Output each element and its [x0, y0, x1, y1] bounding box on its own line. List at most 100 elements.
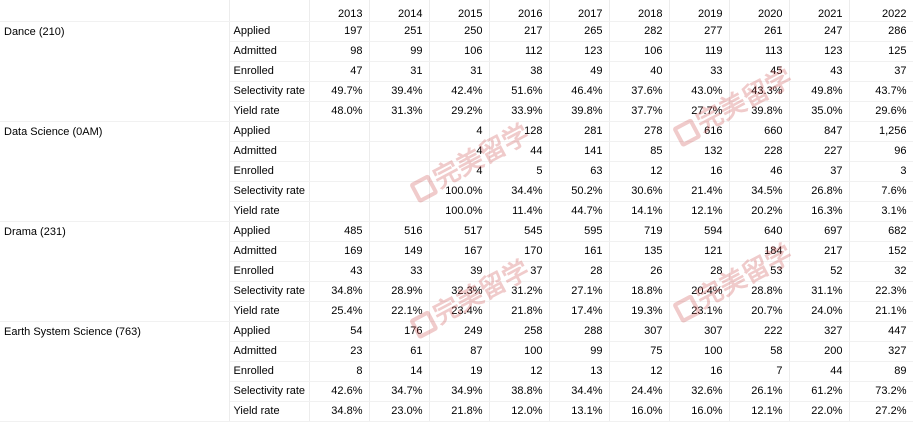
value-cell: 125	[849, 41, 913, 62]
value-cell: 4	[429, 141, 490, 162]
value-cell: 20.7%	[729, 301, 790, 322]
value-cell: 660	[729, 120, 790, 142]
table-row: Selectivity rate 42.6% 34.7% 34.9% 38.8% 34.4…	[0, 381, 913, 402]
value-cell: 61.2%	[789, 381, 850, 402]
value-cell: 46.4%	[549, 81, 610, 102]
value-cell: 28.9%	[369, 281, 430, 302]
year-header: 2017	[549, 0, 610, 22]
value-cell: 31.1%	[789, 281, 850, 302]
value-cell: 184	[729, 241, 790, 262]
value-cell: 33	[669, 61, 730, 82]
value-cell: 119	[669, 41, 730, 62]
value-cell: 3	[849, 161, 913, 182]
table-row: Data Science (0AM) Applied 4 128 281 278 616 66…	[0, 120, 913, 222]
value-cell: 52	[789, 261, 850, 282]
value-cell: 222	[729, 320, 790, 342]
value-cell: 4	[429, 161, 490, 182]
metric-label: Enrolled	[229, 61, 310, 82]
value-cell: 34.7%	[369, 381, 430, 402]
table-row: Admitted 169 149 167 170 161 135 121 184 217 152	[0, 241, 913, 262]
value-cell: 16	[669, 161, 730, 182]
value-cell: 29.6%	[849, 101, 913, 122]
table-row: Enrolled 4 5 63 12 16 46 37 3	[0, 161, 913, 182]
value-cell: 43.0%	[669, 81, 730, 102]
value-cell: 640	[729, 220, 790, 242]
value-cell: 24.0%	[789, 301, 850, 322]
value-cell: 121	[669, 241, 730, 262]
value-cell: 49.7%	[309, 81, 370, 102]
value-cell: 100	[489, 341, 550, 362]
program-name: Dance (210)	[0, 20, 230, 122]
value-cell: 13	[549, 361, 610, 382]
table-row: Admitted 23 61 87 100 99 75 100 58 200 327	[0, 341, 913, 362]
year-header: 2015	[429, 0, 490, 22]
value-cell: 106	[609, 41, 670, 62]
year-header: 2014	[369, 0, 430, 22]
value-cell: 307	[669, 320, 730, 342]
metric-label: Selectivity rate	[229, 81, 310, 102]
value-cell: 113	[729, 41, 790, 62]
value-cell: 100	[669, 341, 730, 362]
value-cell: 12.1%	[729, 401, 790, 422]
metric-label: Applied	[229, 120, 310, 142]
value-cell: 128	[489, 120, 550, 142]
value-cell: 21.4%	[669, 181, 730, 202]
value-cell: 277	[669, 20, 730, 42]
value-cell: 176	[369, 320, 430, 342]
value-cell: 37	[789, 161, 850, 182]
year-header: 2018	[609, 0, 670, 22]
value-cell: 228	[729, 141, 790, 162]
value-cell: 34.4%	[489, 181, 550, 202]
year-header: 2013	[309, 0, 370, 22]
value-cell: 98	[309, 41, 370, 62]
year-header: 2022	[849, 0, 913, 22]
value-cell: 28.8%	[729, 281, 790, 302]
value-cell: 30.6%	[609, 181, 670, 202]
value-cell: 1,256	[849, 120, 913, 142]
value-cell: 517	[429, 220, 490, 242]
value-cell: 265	[549, 20, 610, 42]
value-cell: 50.2%	[549, 181, 610, 202]
value-cell: 26	[609, 261, 670, 282]
value-cell: 39.4%	[369, 81, 430, 102]
value-cell: 141	[549, 141, 610, 162]
value-cell: 49.8%	[789, 81, 850, 102]
value-cell: 258	[489, 320, 550, 342]
table-row: Admitted 98 99 106 112 123 106 119 113 123 125	[0, 41, 913, 62]
value-cell: 100.0%	[429, 201, 490, 222]
value-cell: 32.6%	[669, 381, 730, 402]
value-cell: 23	[309, 341, 370, 362]
value-cell: 161	[549, 241, 610, 262]
value-cell: 20.2%	[729, 201, 790, 222]
value-cell: 37.7%	[609, 101, 670, 122]
value-cell: 149	[369, 241, 430, 262]
value-cell	[309, 201, 370, 222]
metric-label: Admitted	[229, 141, 310, 162]
value-cell: 7	[729, 361, 790, 382]
value-cell: 21.8%	[429, 401, 490, 422]
value-cell: 17.4%	[549, 301, 610, 322]
value-cell: 261	[729, 20, 790, 42]
value-cell: 21.1%	[849, 301, 913, 322]
value-cell: 44	[489, 141, 550, 162]
value-cell: 152	[849, 241, 913, 262]
value-cell: 11.4%	[489, 201, 550, 222]
value-cell: 132	[669, 141, 730, 162]
value-cell: 89	[849, 361, 913, 382]
value-cell: 39.8%	[549, 101, 610, 122]
value-cell	[309, 181, 370, 202]
value-cell: 278	[609, 120, 670, 142]
value-cell: 227	[789, 141, 850, 162]
year-header: 2019	[669, 0, 730, 22]
table-row: Selectivity rate 34.8% 28.9% 32.3% 31.2% 27.1…	[0, 281, 913, 302]
table-row: Yield rate 100.0% 11.4% 44.7% 14.1% 12.1% 20.2…	[0, 201, 913, 222]
value-cell: 616	[669, 120, 730, 142]
value-cell: 32	[849, 261, 913, 282]
metric-label: Yield rate	[229, 301, 310, 322]
value-cell: 8	[309, 361, 370, 382]
value-cell: 44	[789, 361, 850, 382]
value-cell: 35.0%	[789, 101, 850, 122]
table-row: Yield rate 25.4% 22.1% 23.4% 21.8% 17.4% 19.3%…	[0, 301, 913, 322]
